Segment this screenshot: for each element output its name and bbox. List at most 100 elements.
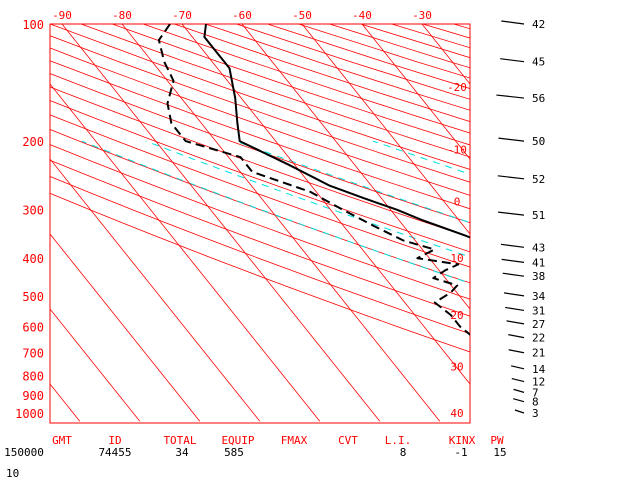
pressure-tick-label: 600 xyxy=(22,321,44,335)
wind-barb xyxy=(508,349,525,354)
wind-barb xyxy=(498,211,525,216)
stats-values: 150000 74455 34 585 8 -1 15 xyxy=(4,446,507,459)
dry-adiabat xyxy=(50,176,470,335)
pressure-tick-label: 100 xyxy=(22,18,44,32)
wind-barb xyxy=(498,137,525,142)
dry-adiabat xyxy=(329,24,470,69)
dry-adiabat xyxy=(453,24,470,30)
stats-value: 15 xyxy=(493,446,506,459)
isotherm xyxy=(542,24,640,421)
temperature-tick-label: -40 xyxy=(352,9,372,22)
wind-barb xyxy=(510,365,525,370)
wind-speed-label: 41 xyxy=(532,256,545,269)
pressure-tick-label: 900 xyxy=(22,389,44,403)
wind-speed-label: 27 xyxy=(532,318,545,331)
temperature-tick-labels: -90 -80 -70 -60 -50 -40 -30 xyxy=(52,9,432,22)
pressure-tick-label: 400 xyxy=(22,252,44,266)
wind-barb xyxy=(511,377,525,383)
dry-adiabat xyxy=(50,73,470,224)
dry-adiabat xyxy=(50,60,470,210)
wind-barb xyxy=(497,175,525,180)
isotherm xyxy=(50,383,81,422)
stats-header: EQUIP xyxy=(221,434,254,447)
pressure-tick-label: 500 xyxy=(22,290,44,304)
dry-adiabat xyxy=(50,86,470,238)
temperature-tick-label: -50 xyxy=(292,9,312,22)
moist-adiabat xyxy=(372,140,470,175)
stats-value: 150000 xyxy=(4,446,44,459)
stats-value: 74455 xyxy=(98,446,131,459)
wind-speed-label: 7 xyxy=(532,386,539,399)
temperature-tick-label: -30 xyxy=(412,9,432,22)
pressure-tick-label: 200 xyxy=(22,135,44,149)
stats-value: 585 xyxy=(224,446,244,459)
isotherm xyxy=(50,233,201,422)
dry-adiabat xyxy=(205,24,470,111)
stats-header: ID xyxy=(108,434,121,447)
dewpoint-line xyxy=(157,24,470,336)
isotherm xyxy=(50,308,141,422)
wind-speed-label: 8 xyxy=(532,396,539,409)
temperature-tick-label: -80 xyxy=(112,9,132,22)
dewpoint-profile xyxy=(157,24,470,336)
isotherm xyxy=(50,158,261,422)
wind-speed-label: 14 xyxy=(532,363,546,376)
isotherm xyxy=(0,24,20,421)
right-tick-label: 0 xyxy=(454,196,461,209)
isotherm xyxy=(301,24,470,235)
dry-adiabat xyxy=(112,24,470,146)
right-tick-labels: -20 -10 0 10 20 30 40 xyxy=(447,81,467,420)
stats-header: KINX xyxy=(449,434,476,447)
dry-adiabat xyxy=(50,35,470,183)
dry-adiabat xyxy=(50,114,470,268)
wind-barb xyxy=(501,20,525,25)
wind-barb xyxy=(513,388,525,393)
wind-barb xyxy=(513,398,525,403)
moist-adiabat xyxy=(81,140,470,284)
wind-speed-label: 31 xyxy=(532,304,545,317)
stats-value: 8 xyxy=(400,446,407,459)
wind-barb xyxy=(508,334,525,339)
wind-speed-label: 42 xyxy=(532,18,545,31)
wind-barb xyxy=(501,258,525,263)
dry-adiabats xyxy=(50,24,470,353)
wind-speed-label: 51 xyxy=(532,209,545,222)
temperature-tick-label: -60 xyxy=(232,9,252,22)
wind-speed-label: 34 xyxy=(532,290,546,303)
isotherm xyxy=(121,24,441,422)
isotherm xyxy=(482,24,640,421)
isotherm xyxy=(602,24,640,421)
moist-adiabat xyxy=(145,140,470,258)
pressure-tick-label: 1000 xyxy=(15,407,44,421)
footnote: 10 xyxy=(6,467,19,480)
stats-header: L.I. xyxy=(385,434,412,447)
wind-speed-label: 50 xyxy=(532,135,545,148)
plot-frame xyxy=(49,23,471,424)
pressure-tick-label: 700 xyxy=(22,347,44,361)
wind-speed-label: 52 xyxy=(532,173,545,186)
wind-speed-label: 21 xyxy=(532,347,545,360)
dry-adiabat xyxy=(50,24,470,170)
wind-speed-label: 56 xyxy=(532,92,545,105)
right-tick-label: -20 xyxy=(447,81,467,94)
pressure-tick-label: 800 xyxy=(22,369,44,383)
stats-header: FMAX xyxy=(281,434,308,447)
dry-adiabat xyxy=(50,144,470,300)
stats-value: 34 xyxy=(175,446,189,459)
wind-barb xyxy=(500,243,525,248)
wind-speed-label: 12 xyxy=(532,376,545,389)
wind-barb xyxy=(506,320,525,325)
isotherms xyxy=(0,24,640,422)
stats-header: CVT xyxy=(338,434,358,447)
wind-barb xyxy=(514,409,525,414)
temperature-line xyxy=(203,24,470,239)
isotherm xyxy=(361,24,470,160)
wind-speed-label: 22 xyxy=(532,332,545,345)
dry-adiabat xyxy=(50,128,470,284)
wind-barb xyxy=(502,272,525,277)
dry-adiabat xyxy=(50,192,470,353)
wind-speed-label: 43 xyxy=(532,241,545,254)
dry-adiabat xyxy=(50,159,470,317)
